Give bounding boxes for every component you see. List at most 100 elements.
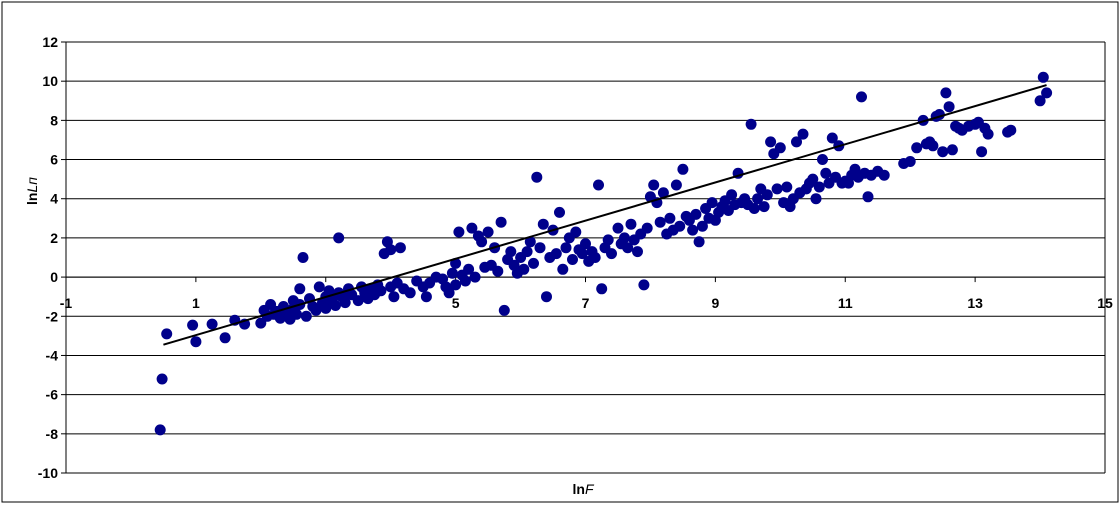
data-point [811,193,822,204]
data-point [453,227,464,238]
data-point [570,227,581,238]
data-point [606,248,617,259]
data-point [940,87,951,98]
data-point [814,182,825,193]
data-point [879,170,890,181]
data-point [707,197,718,208]
data-point [450,279,461,290]
data-point [492,266,503,277]
data-point [333,232,344,243]
data-point [983,129,994,140]
data-point [551,248,562,259]
data-point [161,328,172,339]
x-tick-label: 11 [838,295,853,311]
data-point [155,424,166,435]
y-tick-label: -6 [46,387,59,403]
data-point [820,168,831,179]
data-point [330,300,341,311]
data-point [798,129,809,140]
data-point [775,142,786,153]
data-point [590,252,601,263]
data-point [687,225,698,236]
data-point [405,287,416,298]
data-point [664,213,675,224]
data-point [554,207,565,218]
x-tick-label: 15 [1097,295,1113,311]
data-point [535,242,546,253]
data-point [749,203,760,214]
data-point [947,144,958,155]
data-point [499,305,510,316]
data-point [395,242,406,253]
data-point [1005,125,1016,136]
data-point [421,291,432,302]
y-tick-label: -4 [46,347,59,363]
data-point [765,136,776,147]
data-point [746,119,757,130]
data-point [157,374,168,385]
data-point [301,311,312,322]
data-point [593,180,604,191]
y-tick-label: 6 [50,152,58,168]
y-tick-label: -8 [46,426,59,442]
data-point [496,217,507,228]
data-point [911,142,922,153]
data-point [541,291,552,302]
data-point [638,279,649,290]
data-point [187,320,198,331]
data-point [671,180,682,191]
data-point [726,189,737,200]
data-point [557,264,568,275]
data-point [505,246,516,257]
data-point [642,223,653,234]
data-point [626,219,637,230]
x-tick-label: -1 [60,295,73,311]
data-point [1038,72,1049,83]
y-tick-label: -2 [46,308,59,324]
data-point [388,291,399,302]
data-point [522,246,533,257]
data-point [905,156,916,167]
data-point [694,236,705,247]
data-point [619,232,630,243]
data-point [690,209,701,220]
data-point [190,336,201,347]
data-point [385,244,396,255]
data-point [648,180,659,191]
data-point [1041,87,1052,98]
data-point [476,236,487,247]
data-point [817,154,828,165]
data-point [613,223,624,234]
y-axis-title: lnLп [24,177,40,205]
data-point [538,219,549,230]
data-point [298,252,309,263]
data-point [781,182,792,193]
data-point [447,268,458,279]
data-point [674,221,685,232]
data-point [927,140,938,151]
x-tick-label: 13 [967,295,983,311]
data-point [314,281,325,292]
data-point [759,201,770,212]
data-point [470,272,481,283]
y-tick-label: 4 [50,191,58,207]
x-tick-label: 7 [582,295,590,311]
data-point [603,234,614,245]
data-point [567,254,578,265]
x-tick-label: 5 [452,295,460,311]
data-point [528,258,539,269]
y-tick-label: 0 [50,269,58,285]
data-point [863,191,874,202]
y-tick-label: 2 [50,230,58,246]
x-axis-title: lnF [572,481,594,497]
data-point [483,227,494,238]
y-tick-label: 12 [42,34,58,50]
data-point [561,242,572,253]
data-point [772,183,783,194]
data-point [518,264,529,275]
data-point [531,172,542,183]
data-point [632,246,643,257]
data-point [294,283,305,294]
data-point [291,309,302,320]
